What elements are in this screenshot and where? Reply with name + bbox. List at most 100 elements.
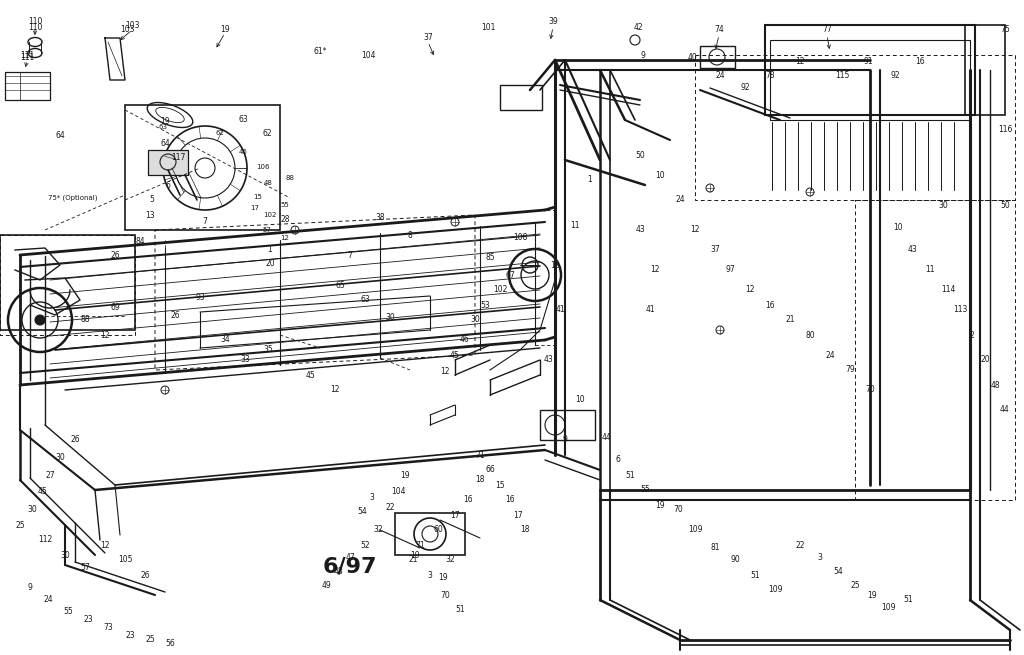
- Text: 41: 41: [645, 305, 654, 314]
- Text: 17: 17: [251, 205, 259, 211]
- Text: 16: 16: [915, 58, 925, 67]
- Text: 22: 22: [385, 504, 394, 512]
- Text: 104: 104: [360, 50, 375, 60]
- Text: 21: 21: [785, 316, 795, 324]
- Text: 27: 27: [45, 470, 55, 479]
- Text: 54: 54: [834, 567, 843, 576]
- Text: 45: 45: [451, 350, 460, 360]
- Text: 108: 108: [513, 233, 527, 242]
- Text: 88: 88: [80, 316, 90, 324]
- Text: 3: 3: [428, 571, 432, 580]
- Text: 61*: 61*: [313, 48, 327, 56]
- Text: 26: 26: [71, 436, 80, 445]
- Text: 12: 12: [745, 286, 755, 295]
- Text: 30: 30: [385, 314, 395, 322]
- Text: 26: 26: [111, 250, 120, 259]
- Text: 30: 30: [60, 550, 70, 559]
- Text: 84: 84: [135, 238, 144, 246]
- Text: 51: 51: [456, 605, 465, 614]
- Text: 70: 70: [440, 591, 450, 599]
- Bar: [770, 40, 970, 120]
- Text: 16: 16: [463, 495, 473, 504]
- Text: 25: 25: [145, 635, 155, 645]
- Text: 32: 32: [373, 525, 383, 534]
- Bar: [395, 513, 465, 555]
- Text: 10: 10: [893, 223, 903, 233]
- Text: 93: 93: [196, 293, 205, 301]
- Text: 20: 20: [980, 356, 990, 364]
- Text: 66: 66: [485, 466, 495, 474]
- Text: 44: 44: [1000, 405, 1010, 415]
- Text: 19: 19: [867, 591, 877, 599]
- Text: 53: 53: [480, 301, 489, 310]
- Text: 64: 64: [55, 130, 65, 140]
- Text: 65: 65: [335, 280, 345, 290]
- Text: 24: 24: [675, 195, 685, 204]
- Text: 2: 2: [970, 331, 975, 339]
- Text: 13: 13: [145, 210, 155, 219]
- Text: 113: 113: [952, 305, 968, 314]
- Text: 25: 25: [15, 521, 25, 529]
- Text: 39: 39: [548, 18, 558, 26]
- Text: 52: 52: [360, 540, 370, 550]
- Text: 12: 12: [796, 58, 805, 67]
- Text: 49: 49: [322, 580, 331, 590]
- Text: 9: 9: [28, 582, 33, 591]
- Text: 37: 37: [423, 33, 433, 43]
- Text: 12: 12: [690, 225, 699, 234]
- Text: 77: 77: [822, 26, 831, 35]
- Text: 90: 90: [730, 555, 740, 565]
- Text: 57: 57: [80, 563, 90, 572]
- Text: 62: 62: [216, 130, 224, 136]
- Text: 21: 21: [409, 555, 418, 565]
- Text: 74: 74: [714, 26, 724, 35]
- Text: 9: 9: [641, 50, 645, 60]
- Text: 6: 6: [166, 181, 170, 189]
- Text: 30: 30: [27, 506, 37, 514]
- Text: 18: 18: [475, 476, 484, 485]
- Text: 51: 51: [751, 571, 760, 580]
- Text: 109: 109: [768, 586, 782, 595]
- Text: 12: 12: [440, 367, 450, 377]
- Text: 24: 24: [825, 350, 835, 360]
- Text: 114: 114: [941, 286, 955, 295]
- Bar: [700, 46, 735, 68]
- Text: 110: 110: [28, 18, 42, 26]
- Text: 97: 97: [725, 265, 735, 274]
- Text: 33: 33: [240, 356, 250, 364]
- Text: 11: 11: [570, 221, 580, 229]
- Text: 12: 12: [650, 265, 659, 274]
- Text: 15: 15: [496, 481, 505, 489]
- Text: 23: 23: [83, 616, 93, 624]
- Text: 54: 54: [357, 508, 367, 517]
- Text: 112: 112: [38, 536, 52, 544]
- Text: 35: 35: [263, 345, 272, 354]
- Text: 19: 19: [655, 500, 665, 510]
- Text: 34: 34: [220, 335, 229, 345]
- Bar: [148, 150, 188, 175]
- Text: 30: 30: [55, 453, 65, 462]
- Text: 103: 103: [125, 22, 139, 31]
- Text: 3: 3: [817, 553, 822, 563]
- Text: 70: 70: [673, 506, 683, 514]
- Text: 111: 111: [19, 54, 34, 62]
- Text: 43: 43: [635, 225, 645, 234]
- Text: 40: 40: [688, 54, 698, 62]
- Text: 48: 48: [263, 180, 272, 186]
- Text: 9: 9: [562, 436, 567, 445]
- Text: 6: 6: [615, 455, 621, 464]
- Text: 19: 19: [160, 117, 170, 126]
- Circle shape: [35, 315, 45, 325]
- Text: 12: 12: [281, 235, 290, 241]
- Text: 30: 30: [938, 200, 948, 210]
- Text: 102: 102: [493, 286, 507, 295]
- Text: 63: 63: [239, 115, 248, 124]
- Text: 25: 25: [850, 580, 860, 590]
- Text: 80: 80: [805, 331, 815, 339]
- Text: 26: 26: [140, 571, 150, 580]
- Text: 69: 69: [111, 303, 120, 312]
- Text: 56: 56: [165, 639, 175, 648]
- Text: 12: 12: [331, 386, 340, 394]
- Text: 41: 41: [555, 305, 565, 314]
- Text: 79: 79: [845, 365, 855, 375]
